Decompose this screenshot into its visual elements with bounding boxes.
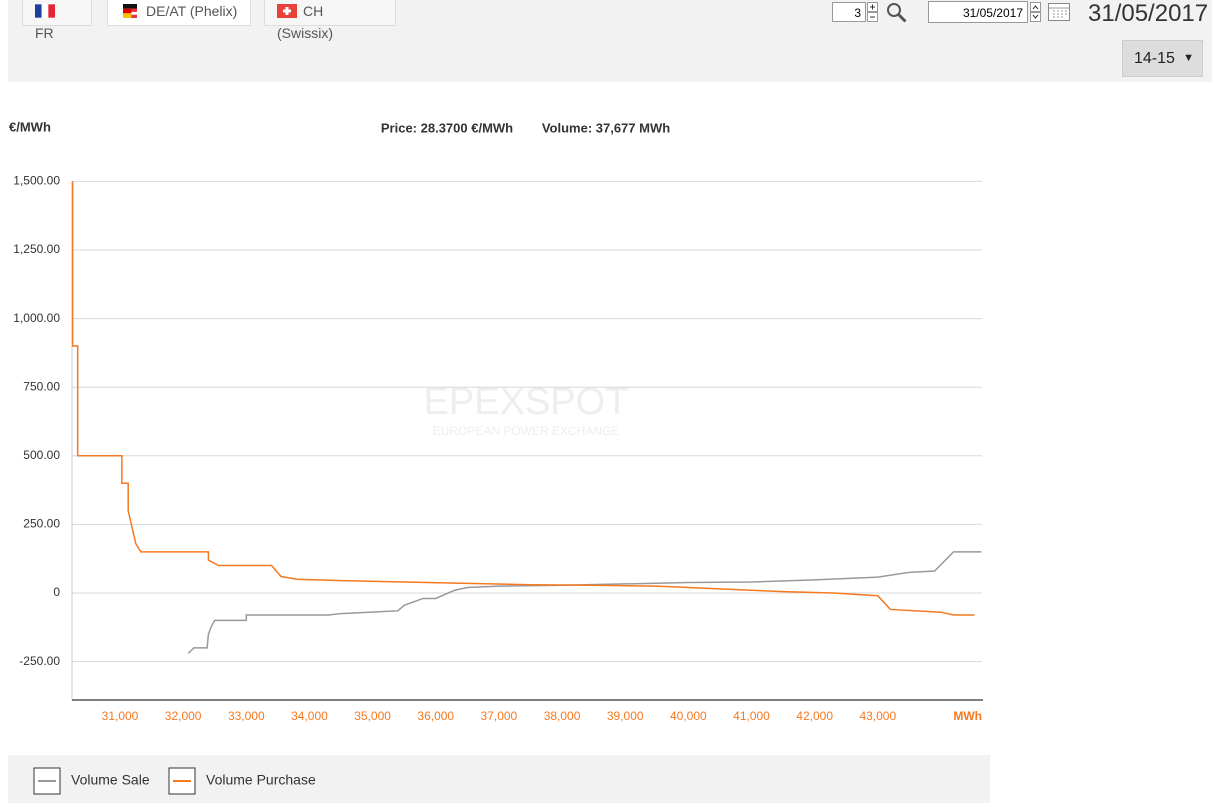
y-tick-label: 1,500.00	[13, 174, 60, 188]
search-icon[interactable]	[886, 2, 908, 24]
hour-select[interactable]: 14-15 ▼	[1122, 40, 1203, 77]
date-input[interactable]: 31/05/2017	[928, 1, 1028, 23]
y-axis-label: €/MWh	[9, 119, 51, 134]
flag	[123, 4, 137, 18]
date-spinner[interactable]	[1030, 2, 1042, 22]
y-tick-label: 1,000.00	[13, 311, 60, 325]
legend-label: Volume Sale	[71, 772, 150, 788]
x-tick-label: 40,000	[670, 709, 707, 723]
x-tick-label: 43,000	[859, 709, 896, 723]
series-line	[71, 181, 975, 616]
x-tick-label: 35,000	[354, 709, 391, 723]
legend-bg	[8, 755, 990, 803]
x-tick-label: 32,000	[165, 709, 202, 723]
tab-label: FR	[35, 25, 54, 41]
x-tick-label: 34,000	[291, 709, 328, 723]
chart-title: Price: 28.3700 €/MWh	[381, 120, 513, 135]
x-tick-label: 37,000	[481, 709, 518, 723]
y-tick-label: -250.00	[19, 654, 60, 668]
calendar-icon[interactable]	[1047, 0, 1071, 22]
toolbar: FR DE/AT (Phelix) CH (Swissix) 3 31/05/2…	[8, 0, 1212, 82]
y-tick-label: 750.00	[23, 379, 60, 393]
tab-label: CH (Swissix)	[277, 3, 333, 41]
spinner-buttons[interactable]	[867, 2, 879, 22]
tab-de[interactable]: DE/AT (Phelix)	[107, 0, 251, 26]
watermark: EPEXSPOT	[424, 381, 629, 423]
flag	[35, 4, 55, 18]
hour-select-value: 14-15	[1134, 50, 1175, 67]
x-tick-label: 42,000	[796, 709, 833, 723]
y-tick-label: 500.00	[23, 448, 60, 462]
chart-subtitle: Volume: 37,677 MWh	[542, 120, 670, 135]
date-heading: 31/05/2017	[1088, 0, 1209, 27]
x-tick-label: 39,000	[607, 709, 644, 723]
y-tick-label: 0	[53, 585, 60, 599]
watermark-sub: EUROPEAN POWER EXCHANGE	[433, 424, 620, 438]
x-tick-label: 31,000	[102, 709, 139, 723]
y-tick-label: 250.00	[23, 517, 60, 531]
flag	[277, 4, 297, 18]
legend-label: Volume Purchase	[206, 772, 316, 788]
series-line	[187, 551, 982, 654]
x-tick-label: 36,000	[417, 709, 454, 723]
spinner-input[interactable]: 3	[832, 2, 866, 22]
legend-swatch	[33, 767, 61, 795]
tab-fr[interactable]: FR	[22, 0, 92, 41]
tab-ch[interactable]: CH (Swissix)	[264, 0, 396, 41]
y-tick-label: 1,250.00	[13, 242, 60, 256]
legend-swatch	[168, 767, 196, 795]
x-tick-label: 41,000	[733, 709, 770, 723]
tab-label: DE/AT (Phelix)	[146, 3, 238, 19]
x-tick-label: 38,000	[544, 709, 581, 723]
x-axis-label: MWh	[953, 709, 982, 723]
x-tick-label: 33,000	[228, 709, 265, 723]
dropdown-arrow: ▼	[1183, 52, 1194, 64]
